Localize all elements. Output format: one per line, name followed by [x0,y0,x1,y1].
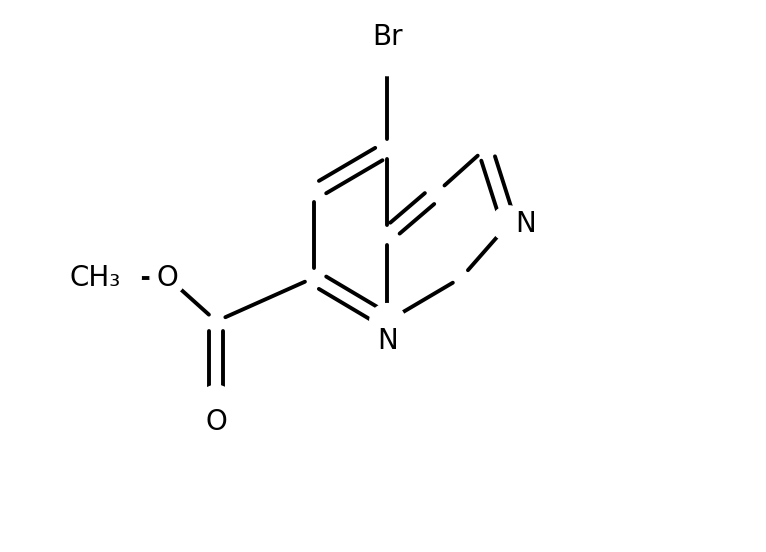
Circle shape [198,385,234,421]
Circle shape [370,40,405,76]
Text: O: O [157,264,178,291]
Circle shape [370,304,405,339]
Circle shape [491,206,526,241]
Text: O: O [205,408,228,437]
Text: N: N [377,327,398,355]
Text: Br: Br [372,23,403,51]
Circle shape [106,260,141,295]
Circle shape [150,260,185,295]
Text: CH₃: CH₃ [70,264,121,291]
Text: N: N [516,210,536,237]
